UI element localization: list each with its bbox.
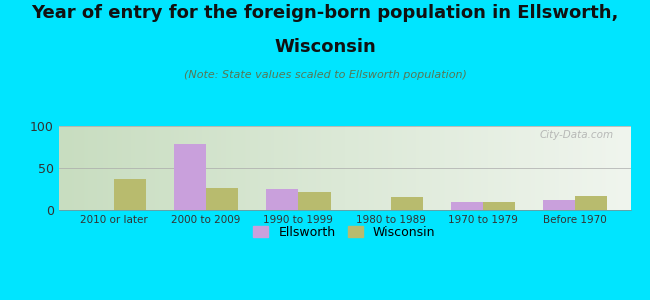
Text: Wisconsin: Wisconsin	[274, 38, 376, 56]
Bar	[206, 188, 239, 210]
Text: (Note: State values scaled to Ellsworth population): (Note: State values scaled to Ellsworth …	[183, 70, 467, 80]
Bar	[483, 202, 515, 210]
Bar	[114, 179, 146, 210]
Bar	[298, 191, 331, 210]
Bar	[174, 144, 206, 210]
Legend: Ellsworth, Wisconsin: Ellsworth, Wisconsin	[248, 221, 441, 244]
Bar	[266, 189, 298, 210]
Text: City-Data.com: City-Data.com	[540, 130, 614, 140]
Bar	[450, 202, 483, 210]
Bar	[575, 196, 608, 210]
Text: Year of entry for the foreign-born population in Ellsworth,: Year of entry for the foreign-born popul…	[31, 4, 619, 22]
Bar	[391, 196, 423, 210]
Bar	[543, 200, 575, 210]
